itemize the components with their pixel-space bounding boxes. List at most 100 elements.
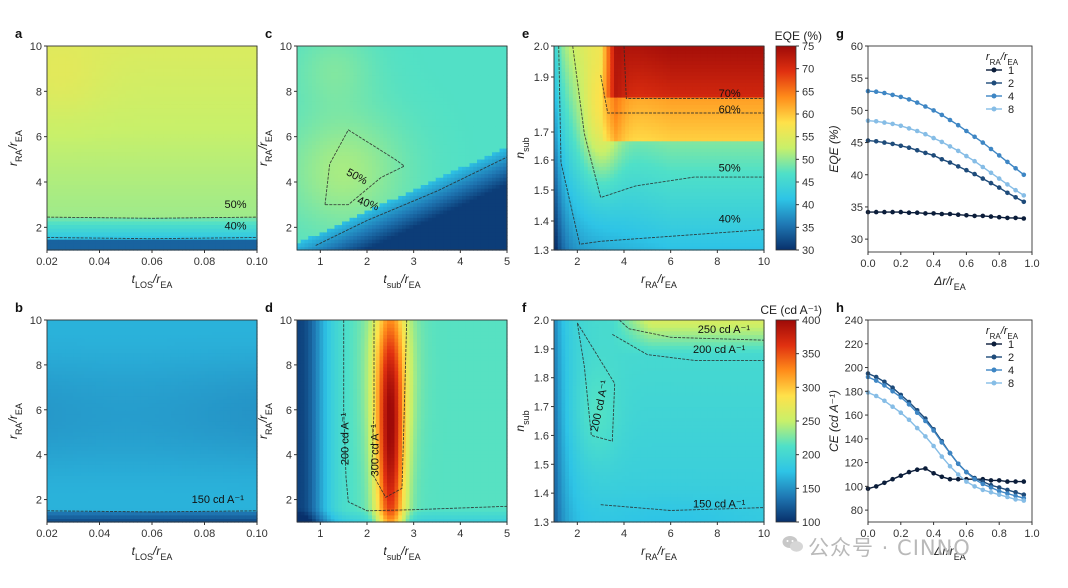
heatmap-cell <box>110 345 116 350</box>
heatmap-cell <box>88 330 93 336</box>
heatmap-cell <box>62 428 67 433</box>
heatmap-cell <box>238 177 243 182</box>
heatmap-cell <box>58 217 63 222</box>
heatmap-cell <box>242 231 247 237</box>
heatmap-cell <box>200 184 206 189</box>
heatmap-cell <box>62 93 67 98</box>
heatmap-cell <box>144 97 149 102</box>
heatmap-cell <box>54 97 59 102</box>
heatmap-cell <box>189 169 194 175</box>
heatmap-cell <box>215 122 221 127</box>
heatmap-cell <box>58 348 63 354</box>
heatmap-cell <box>155 53 161 58</box>
heatmap-cell <box>47 111 52 116</box>
heatmap-cell <box>77 467 82 473</box>
heatmap-cell <box>163 46 168 51</box>
heatmap-cell <box>122 140 127 145</box>
heatmap-cell <box>92 330 97 336</box>
heatmap-cell <box>170 129 176 135</box>
heatmap-cell <box>50 511 56 516</box>
heatmap-cell <box>107 82 112 87</box>
heatmap-cell <box>245 115 251 120</box>
heatmap-cell <box>84 166 89 171</box>
heatmap-cell <box>253 60 258 65</box>
heatmap-cell <box>103 449 108 455</box>
heatmap-cell <box>163 188 168 193</box>
heatmap-cell <box>84 148 89 153</box>
heatmap-cell <box>230 148 236 153</box>
heatmap-cell <box>208 97 213 102</box>
heatmap-b <box>46 320 258 523</box>
heatmap-cell <box>200 195 206 200</box>
heatmap-cell <box>92 209 97 215</box>
heatmap-cell <box>219 184 224 189</box>
heatmap-cell <box>200 46 206 51</box>
heatmap-cell <box>178 177 183 182</box>
heatmap-cell <box>144 180 149 186</box>
heatmap-cell <box>114 209 119 215</box>
heatmap-cell <box>122 213 127 218</box>
heatmap-cell <box>84 151 89 156</box>
heatmap-cell <box>174 86 179 91</box>
heatmap-cell <box>167 137 172 142</box>
heatmap-cell <box>133 56 138 62</box>
heatmap-cell <box>197 224 202 229</box>
heatmap-cell <box>114 514 119 519</box>
heatmap-cell <box>238 151 243 156</box>
heatmap-cell <box>129 507 134 512</box>
heatmap-cell <box>219 155 224 160</box>
heatmap-cell <box>167 514 172 519</box>
heatmap-cell <box>193 56 198 62</box>
heatmap-cell <box>125 431 131 437</box>
heatmap-cell <box>58 320 63 325</box>
heatmap-cell <box>178 158 183 164</box>
heatmap-cell <box>245 155 251 160</box>
heatmap-cell <box>245 60 251 65</box>
heatmap-cell <box>133 338 138 343</box>
heatmap-cell <box>80 475 86 480</box>
heatmap-cell <box>245 78 251 84</box>
heatmap-cell <box>88 460 93 465</box>
heatmap-cell <box>133 104 138 109</box>
heatmap-cell <box>50 148 56 153</box>
heatmap-cell <box>159 366 164 372</box>
heatmap-cell <box>125 100 131 105</box>
heatmap-cell <box>107 424 112 429</box>
heatmap-cell <box>204 220 209 226</box>
heatmap-cell <box>230 67 236 73</box>
heatmap-cell <box>69 71 74 76</box>
heatmap-cell <box>110 511 116 516</box>
heatmap-cell <box>122 478 127 483</box>
heatmap-cell <box>125 56 131 62</box>
heatmap-cell <box>140 381 146 386</box>
heatmap-cell <box>129 220 134 226</box>
heatmap-cell <box>200 213 206 218</box>
heatmap-cell <box>185 202 191 207</box>
heatmap-cell <box>140 231 146 237</box>
heatmap-cell <box>122 209 127 215</box>
heatmap-cell <box>167 496 172 501</box>
heatmap-cell <box>152 46 157 51</box>
heatmap-cell <box>137 242 142 247</box>
heatmap-cell <box>253 140 258 145</box>
heatmap-cell <box>152 115 157 120</box>
heatmap-cell <box>92 60 97 65</box>
heatmap-cell <box>125 173 131 178</box>
heatmap-cell <box>99 140 104 145</box>
heatmap-cell <box>107 384 112 390</box>
heatmap-cell <box>234 195 239 200</box>
heatmap-cell <box>92 118 97 124</box>
heatmap-cell <box>234 155 239 160</box>
heatmap-cell <box>133 191 138 196</box>
heatmap-cell <box>69 442 74 447</box>
heatmap-cell <box>133 158 138 164</box>
heatmap-cell <box>80 421 86 426</box>
heatmap-cell <box>92 67 97 73</box>
heatmap-cell <box>73 421 78 426</box>
heatmap-cell <box>80 323 86 328</box>
heatmap-cell <box>80 46 86 51</box>
heatmap-cell <box>148 177 153 182</box>
heatmap-cell <box>69 489 74 494</box>
heatmap-cell <box>80 224 86 229</box>
heatmap-cell <box>215 46 221 51</box>
